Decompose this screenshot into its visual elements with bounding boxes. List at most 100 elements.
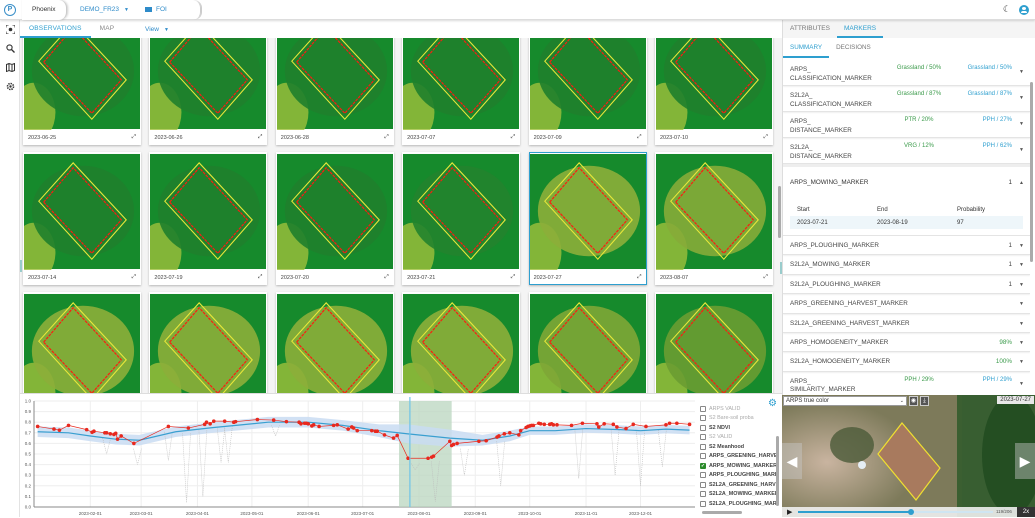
marker-data-point[interactable] [451, 442, 456, 447]
marker-data-point[interactable] [84, 427, 89, 432]
marker-data-point[interactable] [346, 427, 350, 431]
marker-data-point[interactable] [204, 420, 209, 424]
observation-tile[interactable]: 2023-07-20 ⤢ [275, 152, 394, 285]
legend-item[interactable]: S2 VALID [700, 433, 776, 443]
observation-tile[interactable]: 2023-06-25 ⤢ [23, 38, 141, 145]
checkbox[interactable] [700, 443, 706, 450]
marker-data-point[interactable] [551, 423, 556, 427]
legend-item[interactable]: ARPS_GREENING_HARVEST_MARKER [700, 452, 776, 462]
marker-data-point[interactable] [271, 418, 276, 422]
legend-item[interactable]: ✓ ARPS_MOWING_MARKER [700, 461, 776, 471]
marker-data-point[interactable] [211, 419, 216, 423]
marker-data-point[interactable] [484, 438, 488, 443]
marker-row[interactable]: ARPS_ CLASSIFICATION_MARKER Grassland / 50… [783, 60, 1030, 86]
marker-data-point[interactable] [395, 433, 399, 438]
marker-data-point[interactable] [375, 429, 380, 434]
marker-row[interactable]: ARPS_ DISTANCE_MARKER PTR / 20% PPH / 27% ▼ [783, 112, 1030, 138]
expand-icon[interactable]: ⤢ [257, 134, 263, 140]
marker-row[interactable]: S2L2A_PLOUGHING_MARKER 1 ▼ [783, 275, 1030, 295]
marker-data-point[interactable] [104, 431, 109, 435]
download-button[interactable]: ⤓ [920, 396, 929, 406]
checkbox[interactable] [700, 434, 706, 441]
marker-list-scrollbar[interactable] [1030, 82, 1033, 262]
layers-button[interactable]: ◉ [909, 396, 918, 406]
legend-item[interactable]: S2L2A_PLOUGHING_MARKER [700, 499, 776, 509]
marker-data-point[interactable] [391, 436, 396, 440]
caret-down-icon[interactable]: ▼ [1019, 281, 1024, 288]
play-icon[interactable]: ▶ [787, 509, 793, 516]
marker-data-point[interactable] [255, 417, 260, 422]
marker-data-point[interactable] [426, 456, 430, 461]
legend-item[interactable]: ARPS VALID [700, 404, 776, 414]
marker-row[interactable]: ARPS_GREENING_HARVEST_MARKER ▼ [783, 294, 1030, 314]
checkbox[interactable] [700, 415, 706, 422]
marker-data-point[interactable] [687, 422, 692, 427]
marker-data-point[interactable] [186, 426, 191, 430]
caret-down-icon[interactable]: ▼ [1019, 262, 1024, 269]
marker-data-point[interactable] [355, 428, 360, 433]
marker-data-point[interactable] [284, 419, 289, 424]
caret-down-icon[interactable]: ▼ [1019, 121, 1024, 127]
caret-down-icon[interactable]: ▼ [1019, 243, 1024, 249]
marker-row[interactable]: S2L2A_ CLASSIFICATION_MARKER Grassland / 8… [783, 86, 1030, 112]
table-row[interactable]: 2023-07-21 2023-08-19 97 [790, 216, 1023, 229]
observation-tile[interactable]: ⤢ [149, 292, 268, 393]
legend-item[interactable]: S2 Bare-soil proba [700, 414, 776, 424]
tab-foi-view[interactable]: FOI View ▼ [135, 0, 201, 33]
observation-tile[interactable]: 2023-07-19 ⤢ [149, 152, 268, 285]
caret-down-icon[interactable]: ▼ [1019, 359, 1024, 366]
tab-map[interactable]: MAP [99, 25, 115, 32]
observation-tile[interactable]: 2023-08-07 ⤢ [654, 152, 773, 285]
marker-data-point[interactable] [664, 423, 668, 427]
marker-data-point[interactable] [382, 433, 387, 437]
marker-data-point[interactable] [119, 434, 123, 438]
observation-tile[interactable]: ⤢ [275, 292, 394, 393]
gear-icon[interactable] [0, 77, 20, 96]
marker-name[interactable]: ARPS_MOWING_MARKER [790, 179, 869, 186]
marker-data-point[interactable] [624, 426, 628, 431]
tab-attributes[interactable]: ATTRIBUTES [790, 25, 830, 32]
checkbox[interactable] [700, 491, 706, 498]
caret-up-icon[interactable]: ▲ [1019, 180, 1024, 186]
expand-icon[interactable]: ⤢ [384, 274, 389, 280]
marker-data-point[interactable] [531, 423, 536, 428]
marker-data-point[interactable] [538, 421, 543, 426]
observation-tile[interactable]: ⤢ [402, 292, 521, 393]
marker-data-point[interactable] [335, 423, 340, 427]
observation-tile[interactable]: 2023-07-14 ⤢ [23, 152, 141, 285]
marker-data-point[interactable] [580, 421, 585, 426]
marker-data-point[interactable] [497, 434, 501, 438]
chart-settings-icon[interactable]: ⚙ [768, 398, 777, 409]
observation-tile[interactable]: ⤢ [654, 292, 773, 393]
caret-down-icon[interactable]: ▼ [1019, 320, 1024, 327]
caret-down-icon[interactable]: ▼ [1019, 301, 1024, 308]
expand-icon[interactable]: ⤢ [763, 134, 768, 140]
marker-data-point[interactable] [611, 422, 616, 427]
marker-data-point[interactable] [113, 431, 118, 436]
previous-image-button[interactable]: ◀ [782, 443, 802, 479]
legend-hscrollbar[interactable] [702, 511, 742, 514]
observation-tile[interactable]: 2023-06-26 ⤢ [149, 38, 268, 145]
expand-icon[interactable]: ⤢ [131, 134, 136, 140]
marker-data-point[interactable] [595, 421, 599, 426]
observation-tile[interactable]: 2023-07-09 ⤢ [528, 38, 647, 145]
field-boundary[interactable] [877, 422, 941, 501]
marker-data-point[interactable] [602, 421, 607, 426]
layer-select[interactable]: ARPS true color ⌄ [783, 396, 907, 406]
marker-data-point[interactable] [406, 456, 410, 461]
marker-data-point[interactable] [311, 423, 316, 427]
marker-data-point[interactable] [208, 421, 212, 426]
marker-data-point[interactable] [502, 432, 507, 436]
playback-slider[interactable] [798, 509, 993, 515]
marker-data-point[interactable] [431, 454, 436, 458]
legend-item[interactable]: S2L2A_GREENING_HARVEST_MARKER [700, 480, 776, 490]
marker-data-point[interactable] [66, 423, 71, 428]
marker-data-point[interactable] [92, 429, 96, 434]
marker-data-point[interactable] [644, 424, 648, 429]
expand-icon[interactable]: ⤢ [637, 274, 642, 280]
marker-data-point[interactable] [166, 424, 171, 429]
checkbox[interactable] [700, 472, 706, 479]
marker-data-point[interactable] [455, 441, 459, 446]
observation-tile[interactable]: ⤢ [23, 292, 141, 393]
tab-markers[interactable]: MARKERS [836, 20, 884, 38]
